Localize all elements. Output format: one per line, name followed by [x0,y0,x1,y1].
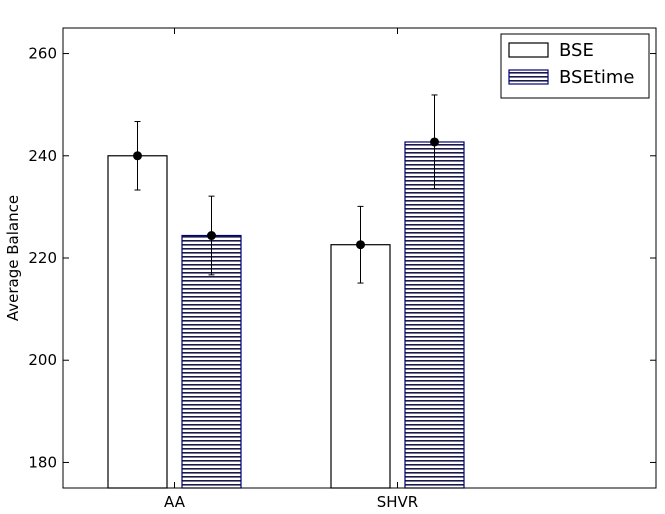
y-tick-label: 220 [28,249,57,267]
bar-bse-aa [107,155,168,489]
mean-point-bse-shvr [356,240,365,250]
y-tick-label: 240 [28,147,57,165]
y-tick-label: 200 [28,351,57,369]
bar-bsetime-shvr [404,141,465,489]
y-axis-label: Average Balance [4,195,22,321]
legend-label-bsetime: BSEtime [559,67,635,88]
y-tick-label: 260 [28,45,57,63]
legend: BSE BSEtime [500,33,650,99]
y-tick-label: 180 [28,453,57,471]
x-tick-label: SHVR [377,493,418,511]
legend-label-bse: BSE [559,40,594,61]
bar-bse-shvr [330,244,391,489]
legend-swatch-bse [508,42,549,58]
mean-point-bsetime-aa [207,231,216,241]
x-tick-label: AA [164,493,186,511]
legend-swatch-bsetime [508,69,549,85]
mean-point-bsetime-shvr [430,137,439,147]
mean-point-bse-aa [133,151,142,161]
